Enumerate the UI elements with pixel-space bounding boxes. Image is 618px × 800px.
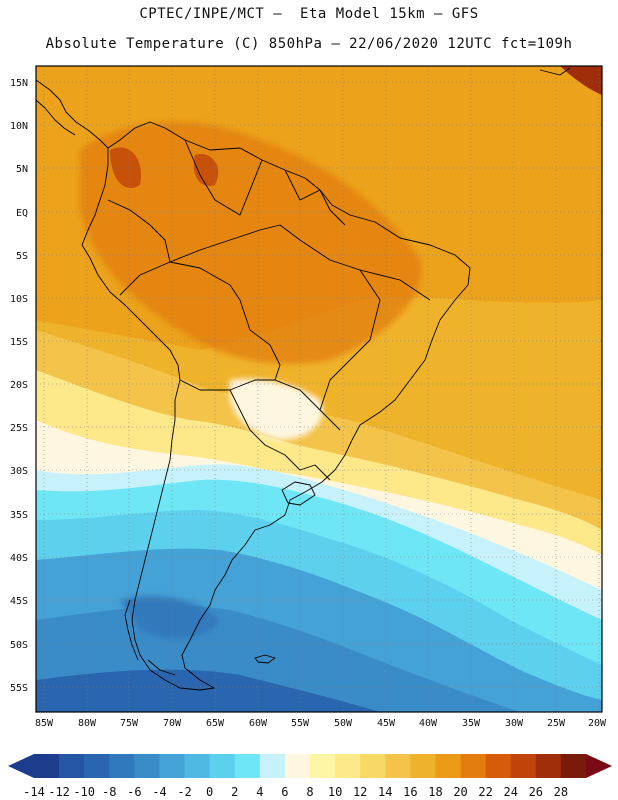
lon-tick-label: 50W [334,718,353,729]
colorbar-swatch [485,754,512,778]
latitude-axis: 15N 10N 5N EQ 5S 10S 15S 20S 25S 30S 35S… [10,78,28,694]
colorbar-tick-label: 22 [478,785,492,799]
lat-tick-label: 15S [10,337,28,348]
longitude-axis: 85W 80W 75W 70W 65W 60W 55W 50W 45W 40W … [35,718,607,729]
lat-tick-label: 5N [16,164,28,175]
map-frame [35,65,603,713]
colorbar-tick-label: -6 [127,785,141,799]
colorbar-swatch [134,754,160,778]
colorbar-tick-label: -14 [23,785,45,799]
lat-tick-label: 55S [10,683,28,694]
colorbar-max-arrow [586,754,612,778]
temperature-field [36,66,602,712]
colorbar-tick-label: 28 [554,785,568,799]
colorbar-swatch [310,754,336,778]
colorbar-swatch [84,754,110,778]
colorbar-swatch [535,754,562,778]
colorbar-swatch [259,754,286,778]
colorbar-tick-label: 20 [453,785,467,799]
colorbar-swatch [159,754,185,778]
colorbar-swatch [360,754,386,778]
colorbar: -14 -12 -10 -8 -6 -4 -2 0 2 4 6 8 10 12 14 16 18 20 22 24 26… [8,754,612,799]
colorbar-min-arrow [8,754,34,778]
colorbar-swatch [385,754,411,778]
colorbar-swatch [460,754,486,778]
coastlines [35,67,571,691]
colorbar-tick-label: 4 [256,785,263,799]
colorbar-tick-label: -12 [48,785,70,799]
lon-tick-label: 45W [377,718,396,729]
colorbar-swatch [209,754,236,778]
colorbar-swatch [234,754,261,778]
lon-tick-label: 60W [249,718,268,729]
colorbar-tick-label: 14 [378,785,392,799]
lat-tick-label: 5S [16,251,28,262]
lon-tick-label: 75W [120,718,139,729]
lon-tick-label: 20W [588,718,607,729]
colorbar-tick-label: 24 [504,785,518,799]
colorbar-swatch [435,754,461,778]
lat-tick-label: 45S [10,596,28,607]
lat-tick-label: 10N [10,121,28,132]
lon-tick-label: 70W [163,718,182,729]
colorbar-tick-label: -2 [177,785,191,799]
lon-tick-label: 30W [505,718,524,729]
colorbar-swatch [109,754,135,778]
colorbar-tick-label: 16 [403,785,417,799]
lat-tick-label: 35S [10,510,28,521]
lat-tick-label: 20S [10,380,28,391]
map-title-line1: CPTEC/INPE/MCT – Eta Model 15km – GFS [139,6,479,22]
colorbar-tick-label: 6 [281,785,288,799]
lat-tick-label: 15N [10,78,28,89]
colorbar-swatch [184,754,210,778]
lat-tick-label: 10S [10,294,28,305]
colorbar-swatch [34,754,60,778]
lon-tick-label: 25W [547,718,566,729]
colorbar-tick-label: 26 [529,785,543,799]
colorbar-tick-label: 18 [428,785,442,799]
colorbar-swatch [560,754,587,778]
lat-tick-label: 30S [10,466,28,477]
lon-tick-label: 40W [419,718,438,729]
colorbar-swatch [410,754,436,778]
colorbar-tick-label: 0 [206,785,213,799]
colorbar-swatch [510,754,537,778]
lat-tick-label: EQ [16,208,28,219]
lat-tick-label: 40S [10,553,28,564]
colorbar-swatch [335,754,361,778]
lat-tick-label: 25S [10,423,28,434]
lon-tick-label: 35W [462,718,481,729]
colorbar-tick-label: -4 [152,785,166,799]
colorbar-tick-label: -10 [73,785,95,799]
lon-tick-label: 55W [291,718,310,729]
colorbar-tick-label: 10 [328,785,342,799]
lon-tick-label: 65W [206,718,225,729]
lon-tick-label: 80W [78,718,97,729]
colorbar-swatch [59,754,85,778]
colorbar-tick-label: 2 [231,785,238,799]
map-title-line2: Absolute Temperature (C) 850hPa – 22/06/… [45,36,573,52]
colorbar-swatch [284,754,311,778]
lat-tick-label: 50S [10,640,28,651]
colorbar-tick-label: 12 [353,785,367,799]
colorbar-tick-label: -8 [102,785,116,799]
lon-tick-label: 85W [35,718,54,729]
colorbar-tick-label: 8 [306,785,313,799]
